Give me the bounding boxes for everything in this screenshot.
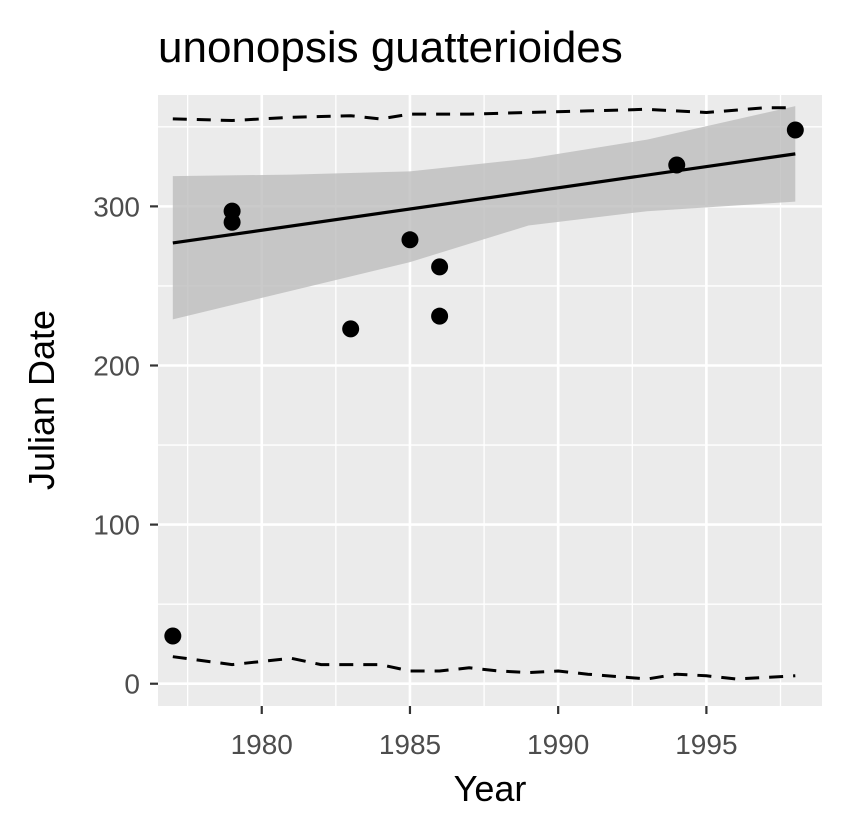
y-tick-label: 200 (93, 350, 140, 381)
x-tick-label: 1995 (675, 729, 737, 760)
y-tick-labels: 0 100 200 300 (93, 191, 140, 699)
x-axis-title: Year (454, 768, 527, 809)
lower-dashed-line (172, 655, 796, 681)
confidence-band (172, 106, 796, 320)
x-tick-label: 1980 (231, 729, 293, 760)
axis-ticks (150, 205, 708, 714)
y-axis-title: Julian Date (21, 310, 62, 490)
data-point (164, 627, 182, 645)
data-point (223, 202, 241, 220)
upper-dashed-line (172, 106, 796, 123)
data-points (164, 121, 804, 645)
chart-title: unonopsis guatterioides (158, 23, 623, 72)
data-point (786, 121, 804, 139)
y-tick-label: 300 (93, 191, 140, 222)
trend-line (172, 152, 796, 245)
x-tick-label: 1990 (527, 729, 589, 760)
data-point (431, 258, 449, 276)
x-tick-labels: 1980 1985 1990 1995 (231, 729, 738, 760)
y-tick-label: 0 (124, 669, 140, 700)
data-point (342, 320, 360, 338)
data-point (431, 307, 449, 325)
y-tick-label: 100 (93, 510, 140, 541)
x-tick-label: 1985 (379, 729, 441, 760)
data-point (668, 156, 686, 174)
data-point (401, 231, 419, 249)
